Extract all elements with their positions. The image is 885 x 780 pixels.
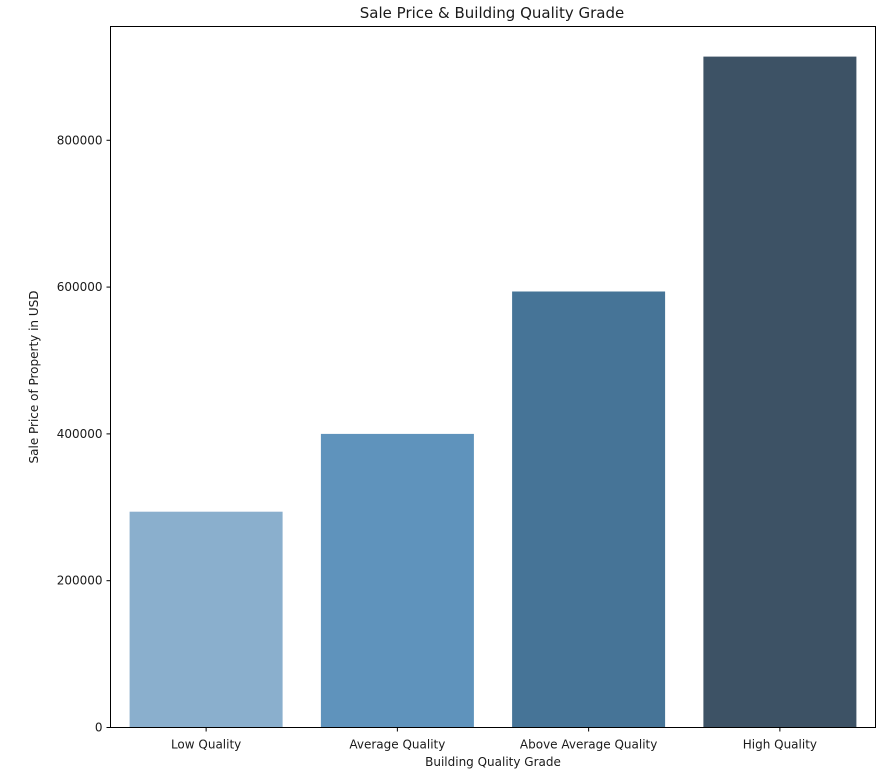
plot-frame [110,26,876,728]
y-axis: 0 200000 400000 600000 800000 [57,133,111,735]
x-axis-label: Building Quality Grade [425,755,561,769]
bar-low-quality [129,511,283,728]
x-tick-label: High Quality [743,738,817,752]
y-axis-label: Sale Price of Property in USD [27,291,41,464]
y-tick-label: 400000 [57,427,103,441]
bar-average-quality [320,433,474,728]
bars-group [129,56,857,728]
x-tick-label: Low Quality [171,738,241,752]
x-tick-label: Average Quality [349,738,445,752]
y-tick-label: 600000 [57,280,103,294]
x-tick-label: Above Average Quality [520,738,657,752]
x-axis: Low Quality Average Quality Above Average … [171,727,817,752]
y-tick-label: 200000 [57,574,103,588]
bar-high-quality [703,56,857,728]
bar-above-average-quality [512,291,666,728]
chart-title: Sale Price & Building Quality Grade [360,4,624,22]
y-tick-label: 800000 [57,133,103,147]
y-tick-label: 0 [95,721,103,735]
